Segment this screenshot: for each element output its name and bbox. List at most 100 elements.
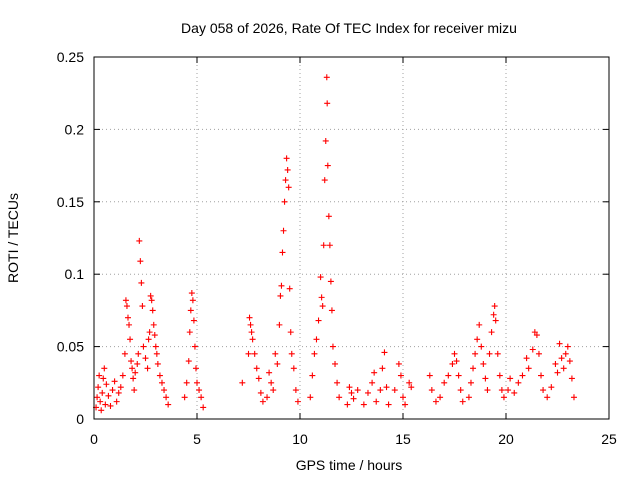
data-point [136,237,143,244]
data-point [322,137,329,144]
data-point [344,401,351,408]
x-axis-label: GPS time / hours [296,457,403,473]
data-point [191,343,198,350]
data-point [568,375,575,382]
data-point [336,394,343,401]
data-point [377,387,384,394]
data-point [146,329,153,336]
x-tick-label: 15 [395,431,411,447]
data-point [406,379,413,386]
data-point [158,379,165,386]
data-point [292,387,299,394]
data-point [287,329,294,336]
data-point [544,394,551,401]
data-point [445,372,452,379]
data-point [283,155,290,162]
data-point [354,387,361,394]
data-point [500,394,507,401]
data-point [109,387,116,394]
data-point [533,332,540,339]
data-point [148,297,155,304]
data-point [266,369,273,376]
points-layer [93,74,577,414]
data-point [277,292,284,299]
data-point [470,365,477,372]
data-point [140,343,147,350]
data-point [139,303,146,310]
grid-layer [94,57,609,419]
data-point [94,394,101,401]
data-point [455,372,462,379]
data-point [488,329,495,336]
data-point [457,387,464,394]
data-point [103,381,110,388]
x-tick-label: 10 [292,431,308,447]
data-point [474,336,481,343]
y-axis-label: ROTI / TECUs [5,193,21,283]
data-point [115,389,122,396]
data-point [360,401,367,408]
data-point [270,387,277,394]
data-point [121,350,128,357]
data-point [408,384,415,391]
data-point [272,350,279,357]
data-point [432,398,439,405]
data-point [383,384,390,391]
data-point [264,394,271,401]
data-point [538,372,545,379]
data-point [280,227,287,234]
data-point [315,317,322,324]
data-point [371,369,378,376]
data-point [246,314,253,321]
data-point [198,394,205,401]
data-point [453,358,460,365]
data-point [369,379,376,386]
data-point [350,395,357,402]
y-tick-label: 0 [76,411,84,427]
data-point [150,321,157,328]
data-point [181,394,188,401]
data-point [465,394,472,401]
data-point [149,307,156,314]
data-point [186,329,193,336]
data-point [192,365,199,372]
data-point [334,379,341,386]
data-point [128,358,135,365]
data-point [183,379,190,386]
data-point [311,350,318,357]
data-point [486,350,493,357]
data-point [498,387,505,394]
data-point [317,274,324,281]
data-point [165,401,172,408]
data-point [529,346,536,353]
data-point [144,365,151,372]
data-point [156,372,163,379]
data-point [187,307,194,314]
data-point [441,379,448,386]
data-point [321,177,328,184]
data-point [96,372,103,379]
data-point [320,242,327,249]
data-point [428,387,435,394]
data-point [282,177,289,184]
data-point [391,387,398,394]
data-point [122,297,129,304]
data-point [196,387,203,394]
data-point [395,360,402,367]
data-point [124,314,131,321]
data-point [99,389,106,396]
data-point [290,365,297,372]
data-point [255,375,262,382]
data-point [123,303,130,310]
data-point [249,336,256,343]
y-tick-label: 0.05 [57,339,84,355]
data-point [437,394,444,401]
data-point [313,336,320,343]
data-point [552,360,559,367]
x-tick-label: 5 [193,431,201,447]
data-point [560,365,567,372]
data-point [476,321,483,328]
data-point [245,350,252,357]
data-point [190,317,197,324]
